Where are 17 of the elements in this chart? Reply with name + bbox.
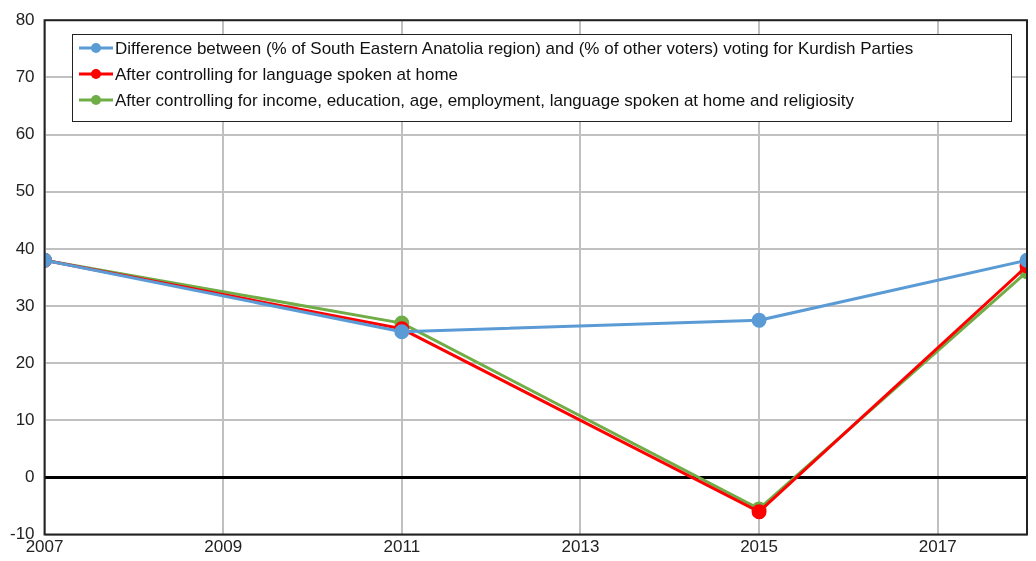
y-tick-label: 20 — [15, 352, 35, 372]
y-tick-label: 0 — [25, 467, 35, 487]
legend-label: After controlling for income, education, age, employment, language spoken at home and religiosity — [115, 91, 854, 111]
legend-label: Difference between (% of South Eastern Anatolia region) and (% of other voters) voting for Kurdish Parties — [115, 39, 914, 59]
y-tick-label: 80 — [15, 9, 35, 29]
y-tick-label: 60 — [15, 124, 35, 144]
y-tick-label: 70 — [15, 67, 35, 87]
y-tick-label: 40 — [15, 238, 35, 258]
y-tick-label: 50 — [15, 181, 35, 201]
x-tick-label: 2011 — [383, 537, 421, 557]
x-tick-label: 2013 — [561, 537, 600, 557]
x-tick-label: 2009 — [204, 537, 243, 557]
y-tick-label: 10 — [15, 409, 35, 429]
legend-label: After controlling for language spoken at home — [115, 65, 459, 85]
x-tick-label: 2017 — [918, 537, 957, 557]
x-tick-label: 2015 — [740, 537, 778, 557]
y-tick-label: 30 — [15, 295, 35, 315]
